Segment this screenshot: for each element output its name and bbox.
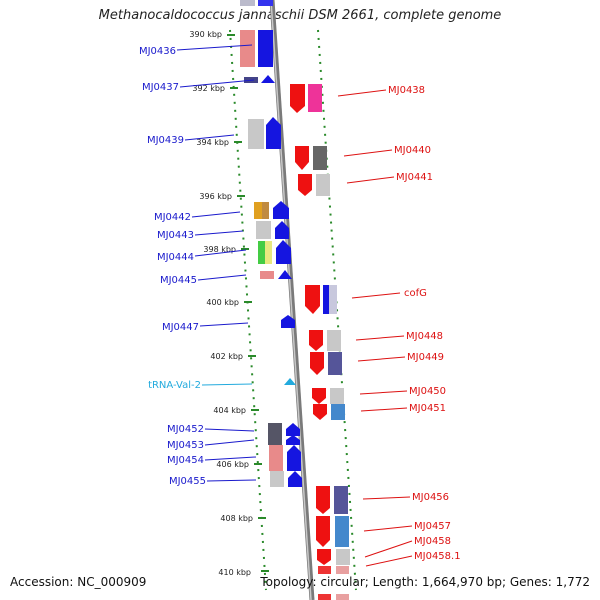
tick-label: 410 kbp — [218, 568, 251, 577]
tick-label: 390 kbp — [189, 30, 222, 39]
right-gene-labels: MJ0438 MJ0440 MJ0441 cofG MJ0448 MJ0449 … — [388, 85, 461, 562]
gene-label-mj0451: MJ0451 — [409, 403, 446, 414]
tick-label: 394 kbp — [196, 138, 229, 147]
accession-text: Accession: NC_000909 — [10, 575, 147, 589]
gene-label-mj0454: MJ0454 — [167, 455, 204, 466]
gene-label-mj0449: MJ0449 — [407, 352, 444, 363]
tick-label: 396 kbp — [199, 192, 232, 201]
right-leader-lines — [337, 89, 413, 567]
tick-label: 400 kbp — [206, 298, 239, 307]
gene-label-mj0455: MJ0455 — [169, 476, 206, 487]
tick-marks — [227, 34, 269, 572]
gene-label-mj0437: MJ0437 — [142, 82, 179, 93]
tick-label: 402 kbp — [210, 352, 243, 361]
tick-label: 392 kbp — [192, 84, 225, 93]
gene-label-cofg: cofG — [404, 288, 427, 299]
gene-label-mj0440: MJ0440 — [394, 145, 431, 156]
reverse-strand-features — [290, 84, 350, 600]
gene-label-mj0445: MJ0445 — [160, 275, 197, 286]
gene-label-mj0450: MJ0450 — [409, 386, 446, 397]
gene-label-mj0442: MJ0442 — [154, 212, 191, 223]
gene-label-mj0443: MJ0443 — [157, 230, 194, 241]
gene-label-mj0453: MJ0453 — [167, 440, 204, 451]
forward-strand-features — [240, 0, 302, 487]
gene-label-mj0438: MJ0438 — [388, 85, 425, 96]
gene-label-mj0456: MJ0456 — [412, 492, 449, 503]
gene-label-mj0458: MJ0458 — [414, 536, 451, 547]
tick-labels: 390 kbp 392 kbp 394 kbp 396 kbp 398 kbp … — [189, 30, 253, 577]
gene-label-mj0439: MJ0439 — [147, 135, 184, 146]
gene-label-mj0447: MJ0447 — [162, 322, 199, 333]
gene-label-mj0458-1: MJ0458.1 — [414, 551, 461, 562]
tick-label: 398 kbp — [203, 245, 236, 254]
gene-label-mj0436: MJ0436 — [139, 46, 176, 57]
genome-backbone — [269, 0, 315, 600]
gene-label-mj0444: MJ0444 — [157, 252, 194, 263]
tick-label: 404 kbp — [213, 406, 246, 415]
gene-label-mj0448: MJ0448 — [406, 331, 443, 342]
gene-label-mj0452: MJ0452 — [167, 424, 204, 435]
left-gene-labels: MJ0436 MJ0437 MJ0439 MJ0442 MJ0443 MJ044… — [139, 46, 206, 487]
gene-label-mj0457: MJ0457 — [414, 521, 451, 532]
left-leader-lines — [176, 44, 257, 482]
tick-label: 406 kbp — [216, 460, 249, 469]
gene-label-trna-val-2: tRNA-Val-2 — [148, 380, 201, 391]
gene-label-mj0441: MJ0441 — [396, 172, 433, 183]
genome-title: Methanocaldococcus jannaschii DSM 2661, … — [98, 8, 502, 23]
topology-text: Topology: circular; Length: 1,664,970 bp… — [260, 575, 590, 589]
tick-label: 408 kbp — [220, 514, 253, 523]
